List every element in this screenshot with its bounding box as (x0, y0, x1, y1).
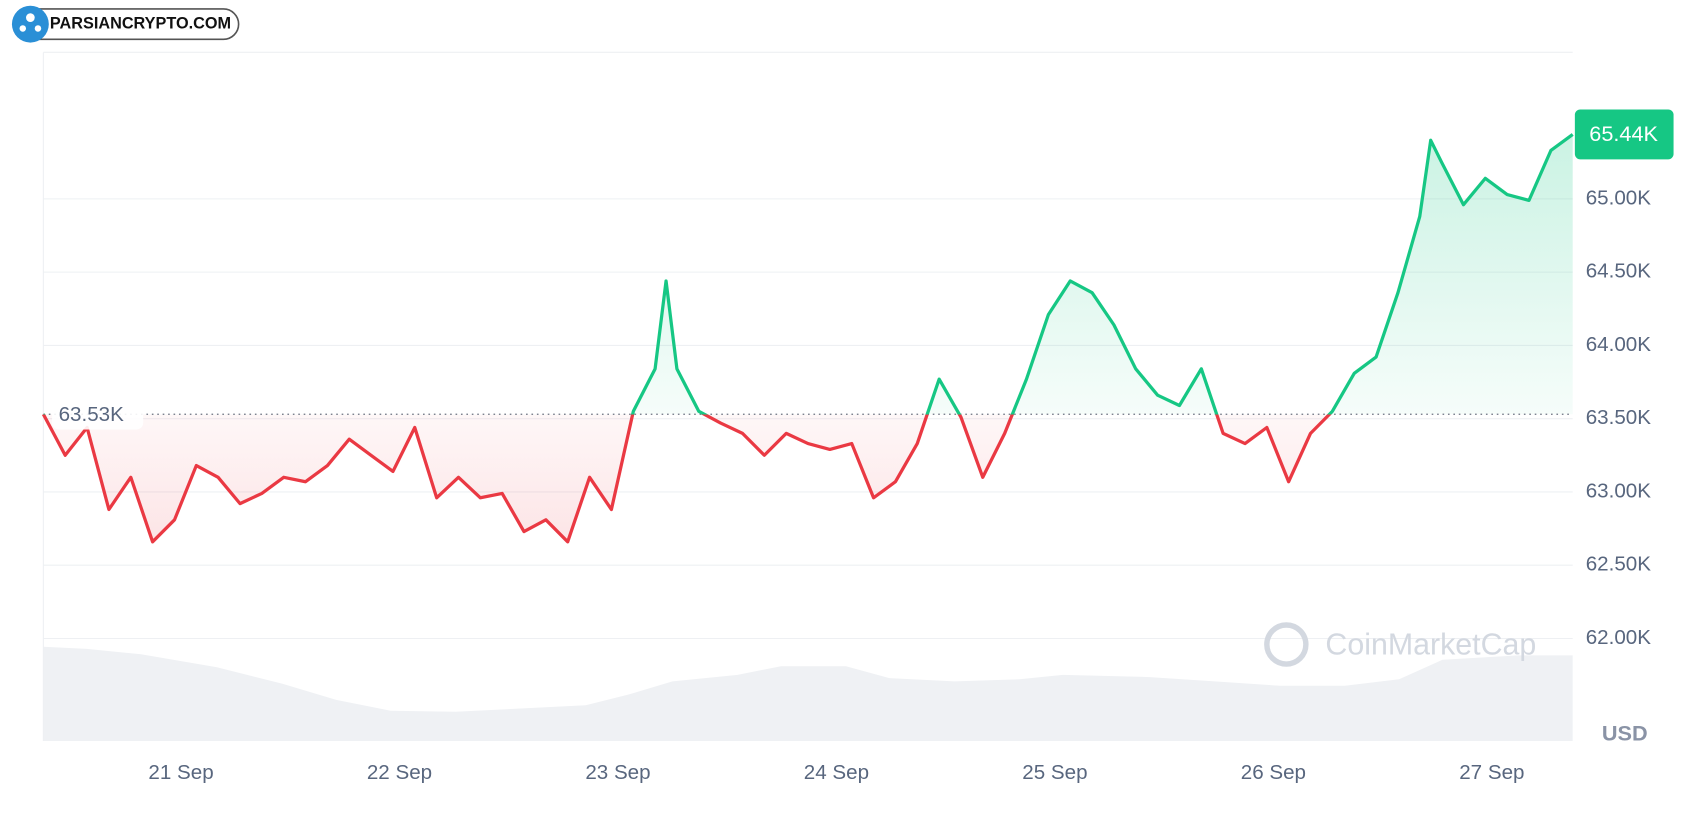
x-tick-label: 27 Sep (1459, 761, 1524, 784)
y-tick-label: 65.00K (1586, 186, 1652, 209)
price-tag (1574, 109, 1674, 160)
x-tick-label: 21 Sep (148, 761, 213, 784)
price-line (41, 133, 1574, 544)
y-tick-label: 64.00K (1586, 333, 1652, 356)
logo-text: PARSIANCRYPTO.COM (50, 14, 231, 32)
x-tick-label: 23 Sep (585, 761, 650, 784)
y-tick-label: 63.00K (1586, 479, 1652, 502)
y-tick-label: 63.50K (1586, 406, 1652, 429)
logo: PARSIANCRYPTO.COM (11, 5, 240, 43)
y-tick-label: 64.50K (1586, 260, 1652, 283)
x-tick-label: 26 Sep (1241, 761, 1306, 784)
baseline-label-bg (52, 399, 144, 430)
price-tag-label: 65.44K (1589, 121, 1658, 146)
x-tick-label: 24 Sep (804, 761, 869, 784)
price-area (43, 134, 1573, 542)
x-tick-label: 22 Sep (367, 761, 432, 784)
y-axis-label: USD (1602, 720, 1648, 745)
volume-backdrop (43, 646, 1573, 742)
watermark: CoinMarketCap (1264, 622, 1536, 667)
x-tick-label: 25 Sep (1022, 761, 1087, 784)
watermark-text: CoinMarketCap (1325, 629, 1536, 662)
y-tick-label: 62.00K (1586, 626, 1652, 649)
y-tick-label: 62.50K (1586, 553, 1652, 576)
baseline-label: 63.53K (59, 403, 125, 426)
